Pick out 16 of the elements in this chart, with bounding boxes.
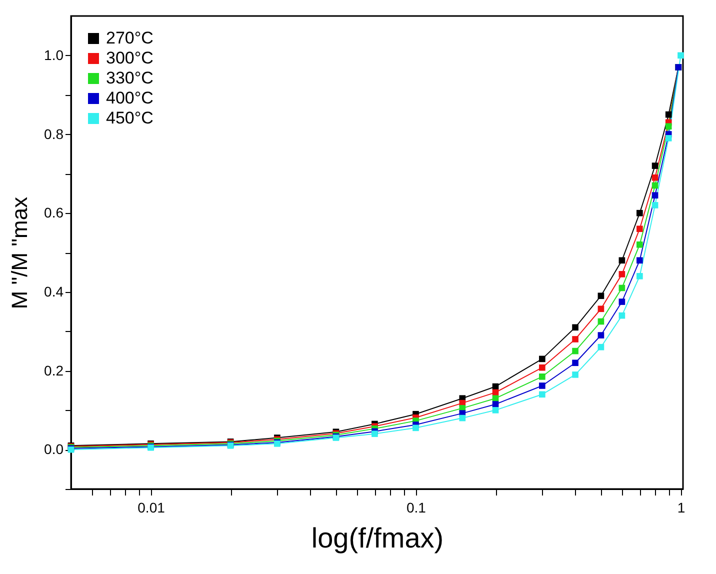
y-tick-label: 0.0: [44, 441, 64, 458]
y-axis-title: M "/M "max: [7, 196, 32, 310]
legend-label: 400°C: [106, 88, 154, 108]
y-tick-label: 1.0: [44, 46, 64, 63]
legend-label: 270°C: [106, 28, 154, 48]
legend-label: 300°C: [106, 48, 154, 68]
x-axis-title: log(f/fmax): [311, 522, 444, 554]
y-tick-label: 0.6: [44, 204, 64, 221]
x-tick-label: 0.1: [406, 500, 426, 516]
x-tick-label: 1: [677, 500, 686, 516]
y-tick-label: 0.4: [44, 283, 64, 300]
x-tick-label: 0.01: [138, 500, 166, 516]
y-tick-label: 0.2: [44, 362, 64, 378]
legend-label: 330°C: [106, 68, 154, 88]
y-tick-label: 0.8: [44, 126, 64, 142]
legend-label: 450°C: [106, 108, 154, 128]
